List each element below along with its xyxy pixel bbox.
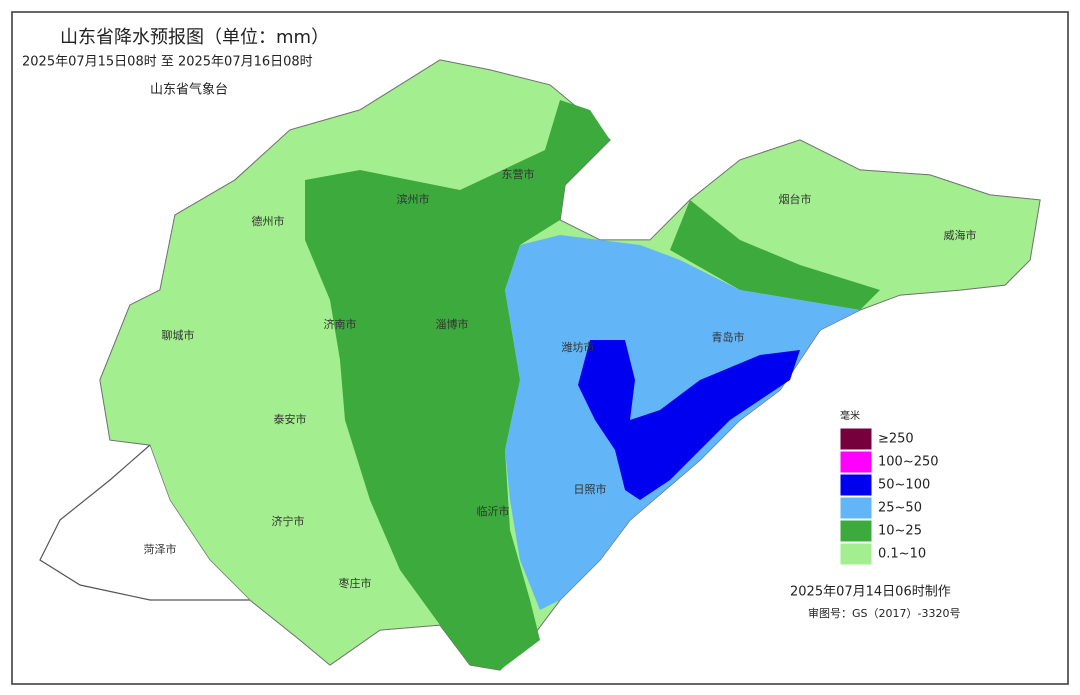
city-label: 潍坊市 [562, 340, 595, 354]
text-layer: 山东省降水预报图（单位：mm） 2025年07月15日08时 至 2025年07… [22, 27, 960, 620]
rain-10-25-east [670, 200, 880, 310]
title: 山东省降水预报图（单位：mm） [60, 27, 329, 48]
legend-swatch [839, 519, 873, 543]
city-label: 日照市 [574, 482, 607, 496]
legend-label: ≥250 [878, 432, 914, 447]
issuer: 山东省气象台 [150, 82, 228, 98]
city-label: 德州市 [252, 214, 285, 228]
city-label: 东营市 [502, 167, 535, 181]
review-number: 审图号：GS（2017）-3320号 [808, 606, 960, 620]
city-label: 济南市 [324, 317, 357, 331]
city-label: 枣庄市 [339, 576, 372, 590]
period: 2025年07月15日08时 至 2025年07月16日08时 [22, 55, 313, 70]
legend-swatch [839, 473, 873, 497]
city-label: 威海市 [944, 228, 977, 242]
legend-label: 10~25 [878, 524, 922, 539]
legend-label: 25~50 [878, 501, 922, 516]
rain-10-25 [305, 100, 610, 670]
legend-swatch [839, 450, 873, 474]
legend-label: 50~100 [878, 478, 930, 493]
legend-swatch [839, 496, 873, 520]
city-label: 烟台市 [779, 192, 812, 206]
city-label: 临沂市 [477, 504, 510, 518]
city-label: 淄博市 [436, 317, 469, 331]
city-label: 滨州市 [397, 192, 430, 206]
city-label: 济宁市 [272, 514, 305, 528]
legend-title: 毫米 [840, 409, 860, 422]
rain-50-100 [578, 340, 800, 500]
legend-label: 0.1~10 [878, 547, 926, 562]
legend-swatch [839, 427, 873, 451]
city-label: 泰安市 [274, 412, 307, 426]
legend-swatch [839, 542, 873, 566]
made-time: 2025年07月14日06时制作 [790, 585, 951, 600]
city-label: 菏泽市 [144, 542, 177, 556]
city-label: 青岛市 [712, 330, 745, 344]
city-label: 聊城市 [162, 328, 195, 342]
legend-label: 100~250 [878, 455, 939, 470]
